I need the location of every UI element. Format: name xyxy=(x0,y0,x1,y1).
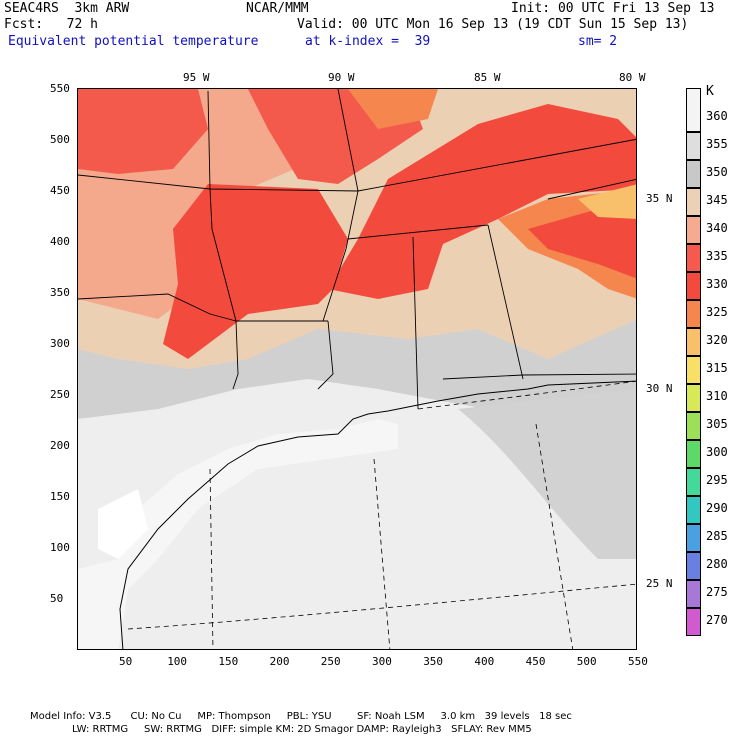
legend-swatch xyxy=(686,244,701,272)
legend-level-label: 320 xyxy=(706,333,728,347)
y-tick-label: 550 xyxy=(50,82,70,95)
organization-label: NCAR/MMM xyxy=(246,1,309,16)
x-tick-label: 50 xyxy=(119,655,133,668)
legend-level-label: 325 xyxy=(706,305,728,319)
field-name: Equivalent potential temperature xyxy=(8,34,259,49)
legend-swatch xyxy=(686,160,701,188)
theta-e-map xyxy=(77,88,637,650)
x-tick-label: 450 xyxy=(525,655,546,668)
x-tick-label: 400 xyxy=(474,655,495,668)
x-tick-label: 100 xyxy=(167,655,188,668)
x-tick-label: 250 xyxy=(320,655,341,668)
legend-level-label: 305 xyxy=(706,417,728,431)
lat-label-30n: 30 N xyxy=(646,382,673,395)
legend-level-label: 295 xyxy=(706,473,728,487)
x-tick-label: 350 xyxy=(423,655,444,668)
texas-coast-white xyxy=(98,489,148,559)
legend-level-label: 350 xyxy=(706,165,728,179)
red-plume-southeast xyxy=(528,199,636,279)
init-time: Init: 00 UTC Fri 13 Sep 13 xyxy=(511,1,715,16)
y-tick-label: 100 xyxy=(50,541,70,554)
legend-swatch xyxy=(686,272,701,300)
lat-label-35n: 35 N xyxy=(646,192,673,205)
smoothing-label: sm= 2 xyxy=(578,34,618,49)
lat-label-25n: 25 N xyxy=(646,577,673,590)
legend-level-label: 290 xyxy=(706,501,728,515)
lon-label-95w: 95 W xyxy=(183,71,210,84)
legend-level-label: 360 xyxy=(706,109,728,123)
map-canvas xyxy=(78,89,636,649)
legend-swatch xyxy=(686,132,701,160)
red-plume-nw xyxy=(78,89,208,174)
y-tick-label: 500 xyxy=(50,133,70,146)
model-info-line1: Model Info: V3.5 CU: No Cu MP: Thompson … xyxy=(30,711,572,722)
legend-level-label: 345 xyxy=(706,193,728,207)
x-tick-label: 300 xyxy=(372,655,392,668)
legend-unit: K xyxy=(706,84,714,99)
y-tick-label: 150 xyxy=(50,490,70,503)
x-tick-label: 500 xyxy=(576,655,597,668)
legend-swatch xyxy=(686,328,701,356)
y-tick-label: 300 xyxy=(50,337,70,350)
valid-time: Valid: 00 UTC Mon 16 Sep 13 (19 CDT Sun … xyxy=(297,17,689,32)
level-index: at k-index = 39 xyxy=(305,34,431,49)
legend-level-label: 315 xyxy=(706,361,728,375)
legend-level-label: 275 xyxy=(706,585,728,599)
legend-swatch xyxy=(686,468,701,496)
y-tick-label: 450 xyxy=(50,184,70,197)
legend-swatch xyxy=(686,552,701,580)
legend-level-label: 330 xyxy=(706,277,728,291)
y-tick-label: 200 xyxy=(50,439,70,452)
east-gulf-grey xyxy=(458,389,636,559)
state-borders xyxy=(78,89,636,410)
legend-swatch xyxy=(686,496,701,524)
legend-level-label: 300 xyxy=(706,445,728,459)
y-tick-label: 400 xyxy=(50,235,70,248)
model-title: SEAC4RS 3km ARW xyxy=(4,1,130,16)
graticule xyxy=(127,380,636,649)
legend-swatch xyxy=(686,524,701,552)
legend-level-label: 310 xyxy=(706,389,728,403)
legend-level-label: 285 xyxy=(706,529,728,543)
legend-swatch xyxy=(686,88,701,132)
x-tick-label: 200 xyxy=(269,655,290,668)
legend-swatch xyxy=(686,188,701,216)
y-tick-label: 50 xyxy=(50,592,64,605)
legend-level-label: 355 xyxy=(706,137,728,151)
y-tick-label: 350 xyxy=(50,286,70,299)
gulf-coastline xyxy=(119,380,636,649)
forecast-hour: Fcst: 72 h xyxy=(4,17,98,32)
legend-swatch xyxy=(686,384,701,412)
legend-level-label: 335 xyxy=(706,249,728,263)
legend-level-label: 340 xyxy=(706,221,728,235)
y-tick-label: 250 xyxy=(50,388,70,401)
legend-swatch xyxy=(686,356,701,384)
lon-label-90w: 90 W xyxy=(328,71,355,84)
red-plume-arklatex xyxy=(163,184,348,359)
legend-level-label: 270 xyxy=(706,613,728,627)
yellow-patch-east xyxy=(578,184,636,219)
legend-swatch xyxy=(686,580,701,608)
x-tick-label: 550 xyxy=(628,655,648,668)
legend-swatch xyxy=(686,440,701,468)
red-plume-tennessee xyxy=(328,104,636,299)
x-tick-label: 150 xyxy=(218,655,239,668)
model-info-line2: LW: RRTMG SW: RRTMG DIFF: simple KM: 2D … xyxy=(72,724,532,735)
legend-swatch xyxy=(686,412,701,440)
lon-label-85w: 85 W xyxy=(474,71,501,84)
legend-swatch xyxy=(686,608,701,636)
legend-swatch xyxy=(686,300,701,328)
legend-level-label: 280 xyxy=(706,557,728,571)
legend-swatch xyxy=(686,216,701,244)
orange-patch-north xyxy=(348,89,438,129)
lon-label-80w: 80 W xyxy=(619,71,646,84)
